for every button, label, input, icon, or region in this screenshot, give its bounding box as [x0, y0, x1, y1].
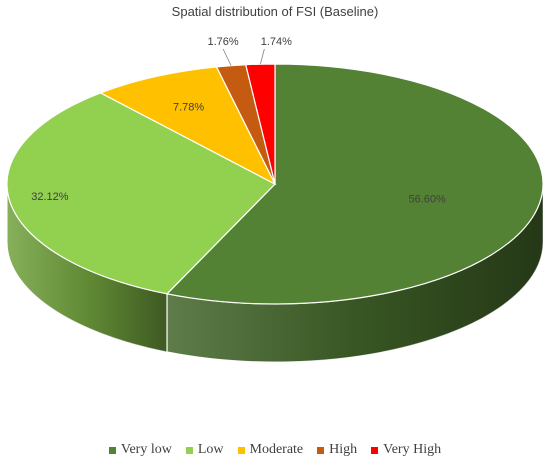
legend-item-very-high: Very High: [371, 442, 441, 458]
legend-item-moderate: Moderate: [237, 442, 304, 458]
leader-line: [259, 48, 265, 65]
slice-side-shade: [7, 184, 168, 352]
slice-very-low: [165, 63, 544, 305]
slice-low: [6, 92, 276, 295]
legend-swatch: [371, 446, 379, 454]
legend-label: Low: [197, 442, 224, 457]
pie-chart: 56.60% 32.12% 7.78% 1.76% 1.74%: [6, 36, 544, 363]
legend-label: Very low: [120, 442, 172, 457]
chart-legend: Very low Low Moderate High Very High: [0, 442, 550, 458]
data-label-very-low: 56.60%: [408, 193, 446, 205]
chart-title: Spatial distribution of FSI (Baseline): [171, 4, 379, 19]
data-label-very-high: 1.74%: [261, 36, 292, 48]
legend-label: High: [329, 442, 358, 457]
slice-side-shade: [167, 184, 544, 363]
data-label-moderate: 7.78%: [173, 102, 204, 114]
data-label-high: 1.76%: [207, 36, 238, 48]
legend-swatch: [185, 446, 193, 454]
legend-item-high: High: [317, 442, 357, 458]
slice-moderate: [99, 66, 277, 186]
legend-label: Moderate: [249, 442, 304, 457]
legend-item-very-low: Very low: [108, 442, 172, 458]
leader-line: [222, 48, 232, 66]
legend-item-low: Low: [185, 442, 224, 458]
legend-swatch: [317, 446, 325, 454]
data-label-low: 32.12%: [31, 191, 69, 203]
legend-label: Very High: [383, 442, 442, 457]
legend-swatch: [108, 446, 116, 454]
legend-swatch: [237, 446, 245, 454]
